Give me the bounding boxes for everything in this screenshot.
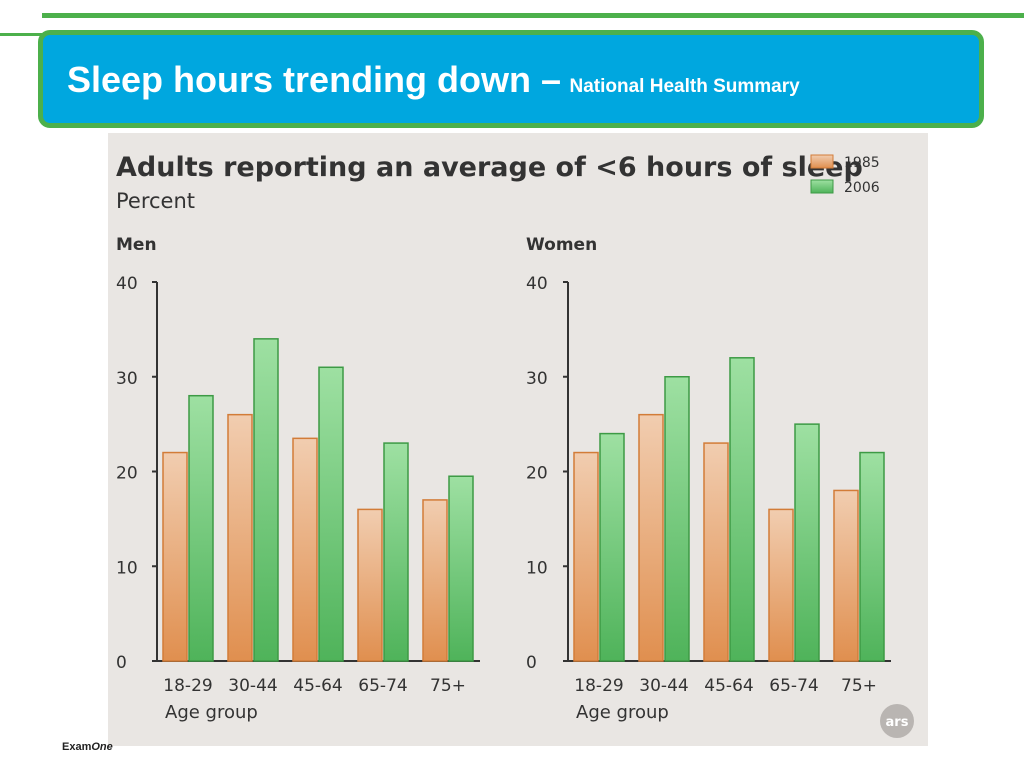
panel-women: Women 0 10 20 30 40 18-29 30-44 45-64 65-74 75+ Age… — [526, 235, 891, 723]
slide-title-subtitle: National Health Summary — [569, 76, 800, 97]
y-tick-label: 0 — [526, 653, 537, 673]
bar-1985-45-64 — [703, 442, 729, 662]
legend-swatch-2006 — [810, 179, 834, 194]
x-axis-label: Age group — [576, 702, 669, 723]
x-tick-label: 75+ — [841, 676, 877, 696]
x-tick-label: 45-64 — [704, 676, 753, 696]
x-tick-label: 75+ — [430, 676, 466, 696]
chart-figure: Adults reporting an average of <6 hours … — [108, 133, 928, 746]
x-tick-label: 65-74 — [358, 676, 407, 696]
panel-title: Women — [526, 235, 597, 255]
y-tick-label: 20 — [116, 464, 138, 484]
accent-line-top — [42, 13, 1024, 18]
footer-brand: ExamOne — [62, 741, 113, 753]
bar-1985-18-29 — [573, 451, 599, 662]
y-tick-label: 30 — [526, 369, 548, 389]
legend-label-2006: 2006 — [844, 180, 880, 196]
ars-badge-label: ars — [886, 715, 909, 730]
y-tick-label: 10 — [526, 558, 548, 578]
bar-1985-75+ — [422, 499, 448, 662]
chart-panels: Men 0 10 20 30 40 18-29 30-44 45-64 65-74 75+ Age g… — [116, 235, 891, 723]
y-tick-label: 10 — [116, 558, 138, 578]
figure-unit: Percent — [116, 189, 195, 213]
y-tick-label: 30 — [116, 369, 138, 389]
bar-1985-75+ — [833, 489, 859, 662]
y-tick-label: 40 — [116, 274, 138, 294]
legend-label-1985: 1985 — [844, 155, 880, 171]
x-tick-label: 45-64 — [293, 676, 342, 696]
chart-svg: Adults reporting an average of <6 hours … — [116, 152, 914, 738]
bar-2006-65-74 — [383, 442, 409, 662]
panel-title: Men — [116, 235, 157, 255]
bar-1985-65-74 — [357, 508, 383, 662]
x-tick-label: 30-44 — [639, 676, 688, 696]
x-tick-label: 30-44 — [228, 676, 277, 696]
bar-2006-45-64 — [729, 357, 755, 662]
bar-2006-45-64 — [318, 366, 344, 662]
x-tick-label: 18-29 — [574, 676, 623, 696]
slide-title-main: Sleep hours trending down – — [67, 59, 562, 100]
bar-1985-18-29 — [162, 451, 188, 662]
chart-legend: 1985 2006 — [810, 154, 880, 196]
bar-2006-18-29 — [188, 394, 214, 662]
title-banner: Sleep hours trending down – National Hea… — [38, 30, 984, 128]
bar-1985-30-44 — [227, 413, 253, 662]
y-tick-label: 20 — [526, 464, 548, 484]
ars-badge-circle — [880, 704, 914, 738]
bar-2006-75+ — [448, 475, 474, 662]
bar-2006-30-44 — [253, 338, 279, 662]
bar-2006-65-74 — [794, 423, 820, 662]
x-tick-label: 65-74 — [769, 676, 818, 696]
bar-2006-30-44 — [664, 376, 690, 662]
y-tick-label: 40 — [526, 274, 548, 294]
ars-badge: ars — [880, 704, 914, 738]
legend-swatch-1985 — [810, 154, 834, 169]
x-tick-label: 18-29 — [163, 676, 212, 696]
bar-1985-65-74 — [768, 508, 794, 662]
panel-men: Men 0 10 20 30 40 18-29 30-44 45-64 65-74 75+ Age g… — [116, 235, 480, 723]
accent-line-left — [0, 33, 44, 36]
bar-1985-30-44 — [638, 413, 664, 662]
bar-2006-75+ — [859, 451, 885, 662]
footer-brand-exam: Exam — [62, 741, 92, 753]
y-tick-label: 0 — [116, 653, 127, 673]
figure-title: Adults reporting an average of <6 hours … — [116, 152, 863, 183]
bar-2006-18-29 — [599, 432, 625, 662]
footer-brand-one: One — [91, 741, 113, 753]
x-axis-label: Age group — [165, 702, 258, 723]
bar-1985-45-64 — [292, 437, 318, 662]
slide-title: Sleep hours trending down – National Hea… — [67, 59, 800, 101]
